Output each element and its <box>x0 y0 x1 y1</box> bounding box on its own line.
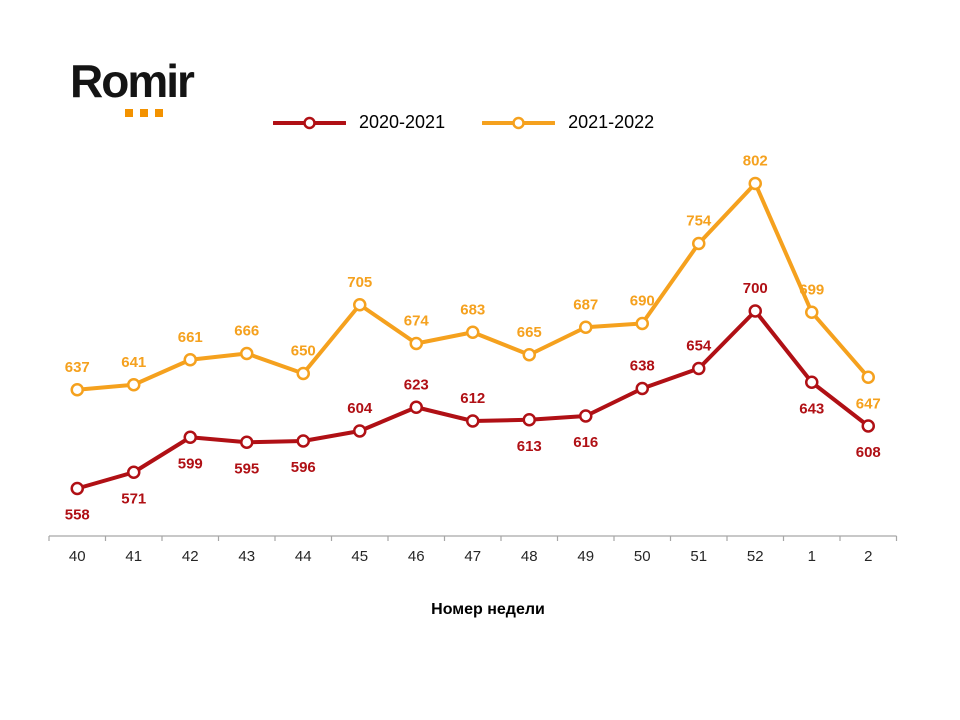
x-tick-label: 51 <box>690 548 707 565</box>
x-tick-label: 48 <box>521 548 538 565</box>
chart-legend: 2020-2021 2021-2022 <box>273 112 654 133</box>
x-tick-label: 40 <box>69 548 86 565</box>
data-point <box>861 419 875 433</box>
data-point <box>353 424 367 438</box>
data-point <box>183 430 197 444</box>
data-point <box>805 375 819 389</box>
data-point <box>296 434 310 448</box>
data-point <box>466 325 480 339</box>
x-tick-label: 50 <box>634 548 651 565</box>
data-point <box>805 305 819 319</box>
data-label: 666 <box>234 323 259 340</box>
data-point <box>240 435 254 449</box>
data-label: 643 <box>799 400 824 417</box>
data-point <box>748 176 762 191</box>
romir-logo: Romir <box>70 58 210 128</box>
data-label: 754 <box>686 213 712 230</box>
data-point <box>466 414 480 428</box>
data-point <box>522 413 536 427</box>
data-label: 596 <box>291 459 316 476</box>
x-tick-label: 45 <box>351 548 368 565</box>
data-label: 623 <box>404 376 429 393</box>
data-label: 558 <box>65 507 90 524</box>
data-point <box>353 298 367 312</box>
data-point <box>240 346 254 361</box>
legend-label-2020-2021: 2020-2021 <box>359 112 446 132</box>
data-label: 705 <box>347 274 372 291</box>
data-point <box>522 348 536 362</box>
data-label: 674 <box>404 313 430 330</box>
x-tick-label: 47 <box>464 548 481 565</box>
x-axis-title: Номер недели <box>431 601 545 618</box>
data-point <box>692 236 706 251</box>
data-point <box>409 336 423 351</box>
data-label: 613 <box>517 438 542 455</box>
legend-item-2021-2022: 2021-2022 <box>482 112 654 133</box>
data-label: 683 <box>460 301 485 318</box>
data-point <box>296 366 310 381</box>
legend-line-marker-icon <box>482 116 556 129</box>
data-point <box>127 465 141 479</box>
legend-label-2021-2022: 2021-2022 <box>568 112 655 132</box>
data-label: 571 <box>121 490 146 507</box>
data-label: 637 <box>65 359 90 376</box>
data-label: 595 <box>234 460 259 477</box>
data-point <box>635 316 649 331</box>
data-point <box>183 353 197 367</box>
x-tick-label: 49 <box>577 548 594 565</box>
data-point <box>861 370 875 384</box>
data-label: 612 <box>460 390 485 407</box>
legend-item-2020-2021: 2020-2021 <box>273 112 445 133</box>
data-point <box>635 381 649 396</box>
data-point <box>748 304 762 318</box>
data-label: 616 <box>573 434 598 451</box>
data-point <box>692 361 706 376</box>
data-point <box>127 378 141 392</box>
data-label: 802 <box>743 153 768 170</box>
x-tick-label: 42 <box>182 548 199 565</box>
x-tick-label: 41 <box>125 548 142 565</box>
data-label: 699 <box>799 281 824 298</box>
logo-dots <box>125 109 163 117</box>
data-label: 700 <box>743 280 768 297</box>
data-label: 687 <box>573 296 598 313</box>
logo-dot <box>125 109 133 117</box>
data-label: 654 <box>686 338 712 355</box>
data-label: 604 <box>347 400 373 417</box>
legend-line-marker-icon <box>273 116 346 129</box>
data-point <box>579 320 593 334</box>
data-point <box>579 409 593 423</box>
data-label: 599 <box>178 455 203 472</box>
x-tick-label: 43 <box>238 548 255 565</box>
x-tick-label: 2 <box>864 548 872 565</box>
data-point <box>70 481 84 496</box>
x-tick-label: 52 <box>747 548 764 565</box>
data-label: 647 <box>856 395 881 412</box>
data-label: 690 <box>630 293 655 310</box>
data-point <box>409 400 423 414</box>
logo-text: Romir <box>70 55 195 107</box>
data-label: 661 <box>178 329 203 346</box>
data-point <box>70 383 84 397</box>
logo-dot <box>155 109 163 117</box>
x-tick-label: 46 <box>408 548 425 565</box>
x-tick-label: 44 <box>295 548 312 565</box>
data-label: 650 <box>291 343 316 360</box>
data-label: 641 <box>121 354 146 371</box>
data-label: 665 <box>517 324 542 341</box>
x-tick-label: 1 <box>808 548 816 565</box>
data-label: 638 <box>630 358 655 375</box>
data-label: 608 <box>856 444 881 461</box>
logo-dot <box>140 109 148 117</box>
